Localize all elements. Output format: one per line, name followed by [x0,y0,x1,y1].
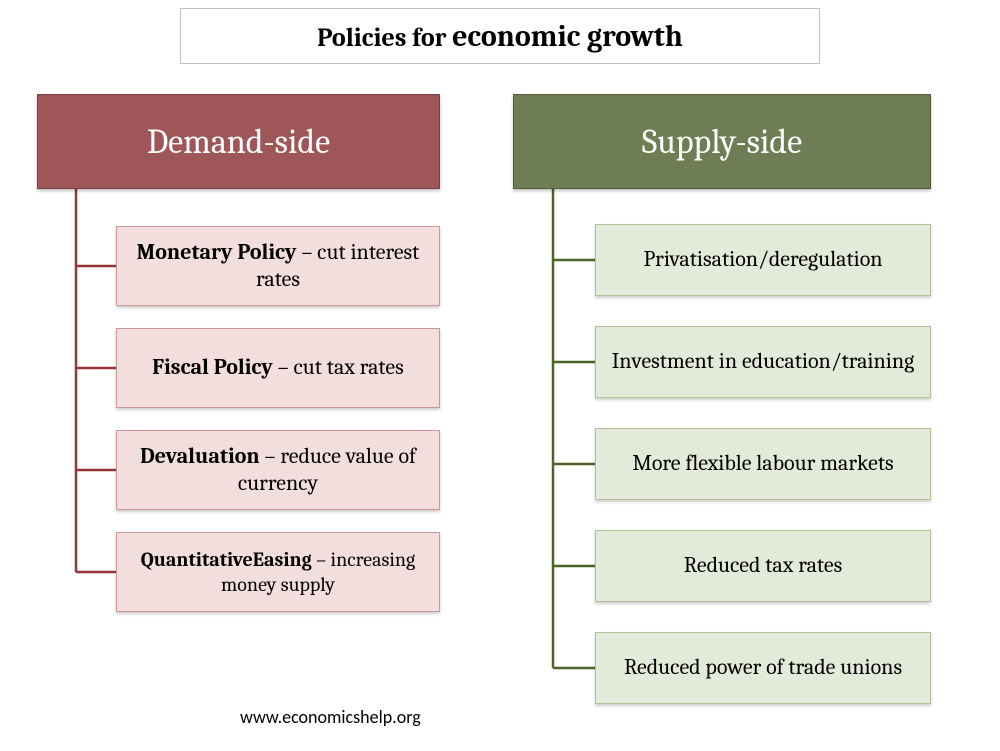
item-bold: Devaluation [140,443,260,469]
item-rest: – cut tax rates [273,354,404,380]
supply-item: Reduced tax rates [595,530,931,602]
item-bold: QuantitativeEasing [141,548,312,571]
item-bold: Fiscal Policy [152,354,273,380]
supply-item: Reduced power of trade unions [595,632,931,704]
demand-item: QuantitativeEasing – increasing money su… [116,532,440,612]
item-bold: Monetary Policy [137,239,297,265]
attribution: www.economicshelp.org [240,706,421,728]
demand-item: Fiscal Policy – cut tax rates [116,328,440,408]
item-text: Reduced tax rates [684,552,842,580]
item-text: QuantitativeEasing – increasing money su… [131,547,425,597]
supply-side-header-label: Supply-side [642,122,802,162]
item-text: Devaluation – reduce value of currency [131,443,425,498]
supply-item: Privatisation/deregulation [595,224,931,296]
item-text: More flexible labour markets [632,450,893,478]
title-strong: economic growth [452,19,683,54]
title-pre: Policies for [317,23,452,53]
demand-side-header-label: Demand-side [147,122,330,162]
item-text: Investment in education/training [612,348,915,376]
item-text: Privatisation/deregulation [643,246,882,274]
supply-side-header: Supply-side [513,94,931,189]
item-text: Monetary Policy – cut interest rates [131,239,425,294]
demand-item: Monetary Policy – cut interest rates [116,226,440,306]
page-title: Policies for economic growth [317,19,683,54]
supply-item: More flexible labour markets [595,428,931,500]
item-rest: – reduce value of currency [238,443,416,497]
page-title-box: Policies for economic growth [180,8,820,64]
demand-side-header: Demand-side [37,94,440,189]
item-text: Reduced power of trade unions [624,654,902,682]
supply-item: Investment in education/training [595,326,931,398]
item-text: Fiscal Policy – cut tax rates [152,354,403,382]
demand-item: Devaluation – reduce value of currency [116,430,440,510]
